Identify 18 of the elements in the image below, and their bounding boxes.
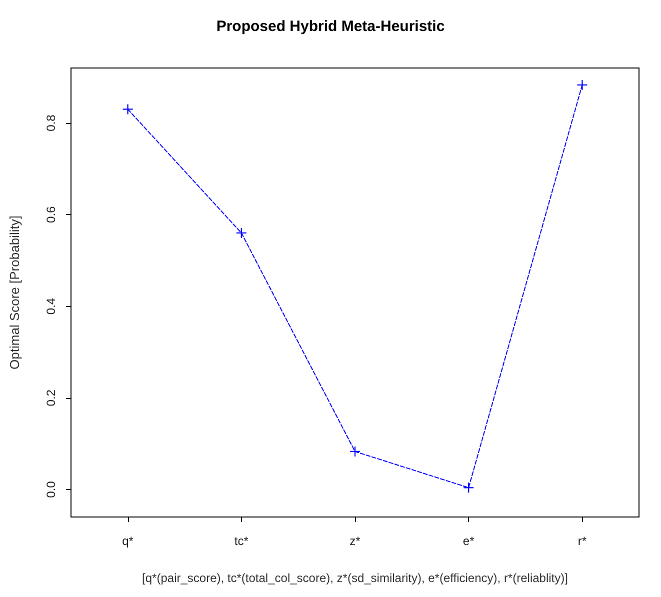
point bbox=[464, 482, 474, 493]
point bbox=[122, 104, 133, 114]
chart-title: Proposed Hybrid Meta-Heuristic bbox=[216, 18, 445, 35]
y-tick-label: 0.6 bbox=[44, 206, 58, 223]
x-tick-label: q* bbox=[122, 534, 134, 548]
x-axis-title: [q*(pair_score), tc*(total_col_score), z*(sd_similarity), e*(efficiency), r*(reliablity)] bbox=[142, 571, 568, 585]
y-axis-title: Optimal Score [Probability] bbox=[7, 216, 22, 370]
y-tick-label: 0.0 bbox=[44, 480, 58, 498]
x-tick-label: r* bbox=[578, 534, 587, 548]
y-tick-label: 0.2 bbox=[44, 389, 58, 406]
x-tick-label: tc* bbox=[234, 534, 249, 548]
x-tick-label: z* bbox=[350, 534, 361, 548]
point bbox=[350, 446, 360, 456]
point bbox=[577, 80, 588, 90]
x-tick-label: e* bbox=[462, 534, 475, 548]
y-tick-label: 0.4 bbox=[44, 298, 58, 315]
point bbox=[236, 228, 246, 238]
y-tick-label: 0.8 bbox=[44, 114, 58, 132]
